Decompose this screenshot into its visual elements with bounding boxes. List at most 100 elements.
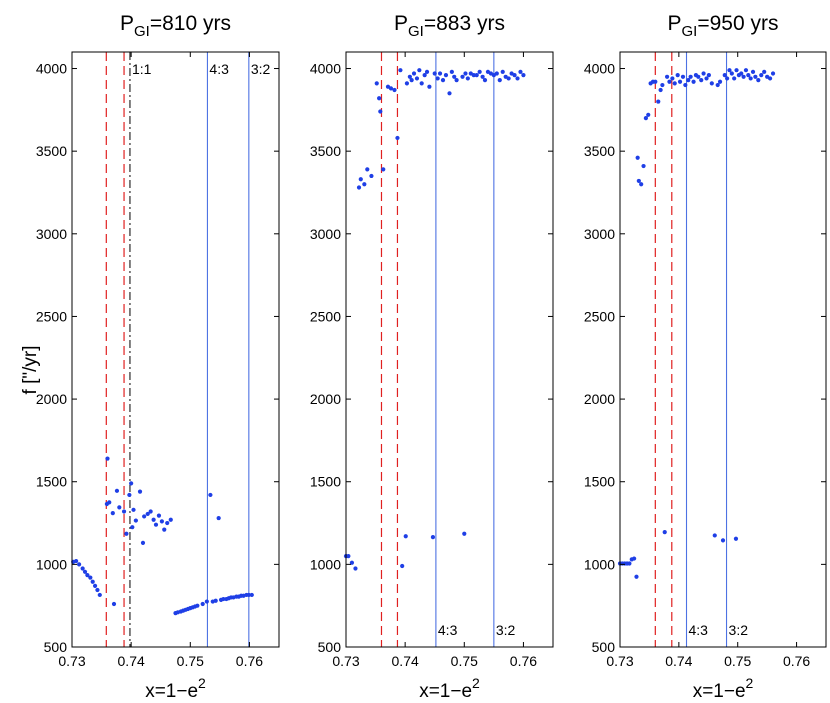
- data-point: [133, 518, 138, 523]
- data-point: [221, 596, 226, 602]
- data-point: [727, 68, 732, 73]
- data-point: [722, 73, 727, 78]
- resonance-label: 1:1: [132, 61, 152, 77]
- y-tick-label: 2500: [310, 308, 341, 324]
- y-tick-label: 500: [592, 639, 616, 655]
- data-point: [422, 73, 427, 78]
- data-point: [97, 592, 102, 598]
- x-axis-label-sup: 2: [472, 675, 480, 691]
- y-axis-label: f ["/yr]: [20, 346, 41, 395]
- data-point: [419, 81, 424, 86]
- data-point: [635, 155, 640, 160]
- data-point: [443, 73, 449, 78]
- data-point: [159, 519, 164, 524]
- panel-title-sub: GI: [408, 23, 424, 40]
- y-tick-label: 1500: [36, 474, 67, 490]
- data-point: [482, 77, 488, 83]
- data-point: [699, 77, 704, 83]
- x-tick-label: 0.73: [606, 653, 633, 669]
- data-point: [636, 178, 641, 184]
- data-point: [462, 531, 467, 536]
- x-axis-label-main: x=1−e: [419, 681, 472, 702]
- x-tick-label: 0.74: [118, 653, 145, 669]
- data-point: [725, 76, 730, 81]
- y-tick-label: 500: [318, 639, 342, 655]
- data-point: [627, 561, 632, 566]
- y-tick-label: 3500: [584, 143, 615, 159]
- data-point: [729, 71, 734, 76]
- data-point: [76, 562, 82, 567]
- data-point: [195, 603, 200, 608]
- data-point: [111, 601, 117, 607]
- data-point: [767, 76, 773, 81]
- resonance-label: 4:3: [209, 61, 229, 77]
- data-point: [734, 68, 739, 73]
- data-point: [213, 598, 218, 603]
- panel-title: PGI=883 yrs: [394, 12, 505, 40]
- x-tick-label: 0.76: [236, 653, 263, 669]
- data-point: [156, 513, 162, 518]
- data-point: [750, 69, 756, 74]
- y-tick-label: 1500: [310, 474, 341, 490]
- panel-title-sub: GI: [134, 23, 150, 40]
- data-point: [404, 81, 410, 86]
- data-point: [748, 76, 753, 81]
- data-point: [701, 71, 706, 76]
- data-point: [646, 112, 651, 117]
- data-point: [411, 71, 417, 76]
- data-point: [717, 79, 723, 84]
- data-point: [362, 182, 367, 187]
- data-point: [407, 74, 412, 79]
- y-tick-label: 2000: [584, 391, 615, 407]
- data-point: [95, 587, 100, 593]
- x-tick-label: 0.75: [177, 653, 204, 669]
- data-point: [74, 558, 79, 564]
- x-tick-label: 0.74: [392, 653, 419, 669]
- data-point: [165, 520, 170, 526]
- data-point: [88, 575, 93, 580]
- data-point: [374, 81, 379, 86]
- data-point: [200, 601, 205, 607]
- data-point: [377, 96, 382, 101]
- data-point: [756, 77, 761, 83]
- data-point: [686, 77, 691, 83]
- data-point: [414, 76, 420, 81]
- data-point: [162, 527, 167, 532]
- data-point: [733, 536, 739, 541]
- data-point: [465, 76, 470, 81]
- data-point: [660, 82, 665, 88]
- data-point: [664, 74, 670, 79]
- data-point: [140, 540, 146, 545]
- x-axis-label-sup: 2: [746, 675, 754, 691]
- x-tick-label: 0.75: [451, 653, 478, 669]
- data-point: [400, 563, 405, 569]
- data-point: [658, 87, 663, 93]
- data-point: [417, 68, 422, 73]
- data-point: [675, 73, 680, 78]
- data-point: [105, 456, 110, 461]
- data-point: [759, 73, 764, 78]
- axes-frame: [345, 51, 554, 648]
- data-point: [683, 82, 688, 88]
- data-point: [712, 533, 717, 538]
- y-tick-label: 1500: [584, 474, 615, 490]
- data-point: [358, 177, 363, 182]
- data-point: [753, 74, 758, 79]
- data-point: [409, 77, 414, 83]
- data-point: [365, 167, 370, 172]
- data-point: [92, 583, 98, 588]
- data-point: [515, 76, 520, 81]
- data-point: [124, 531, 129, 536]
- data-point: [432, 71, 437, 76]
- data-point: [480, 74, 485, 79]
- data-point: [656, 99, 661, 104]
- data-point: [452, 74, 457, 79]
- data-point: [435, 76, 440, 81]
- data-point: [127, 492, 132, 498]
- resonance-label: 4:3: [438, 622, 458, 638]
- panel-title-main: P: [668, 12, 682, 35]
- data-point: [634, 574, 639, 579]
- x-axis-label-main: x=1−e: [693, 681, 746, 702]
- panel-title: PGI=810 yrs: [120, 12, 231, 40]
- data-point: [672, 81, 677, 86]
